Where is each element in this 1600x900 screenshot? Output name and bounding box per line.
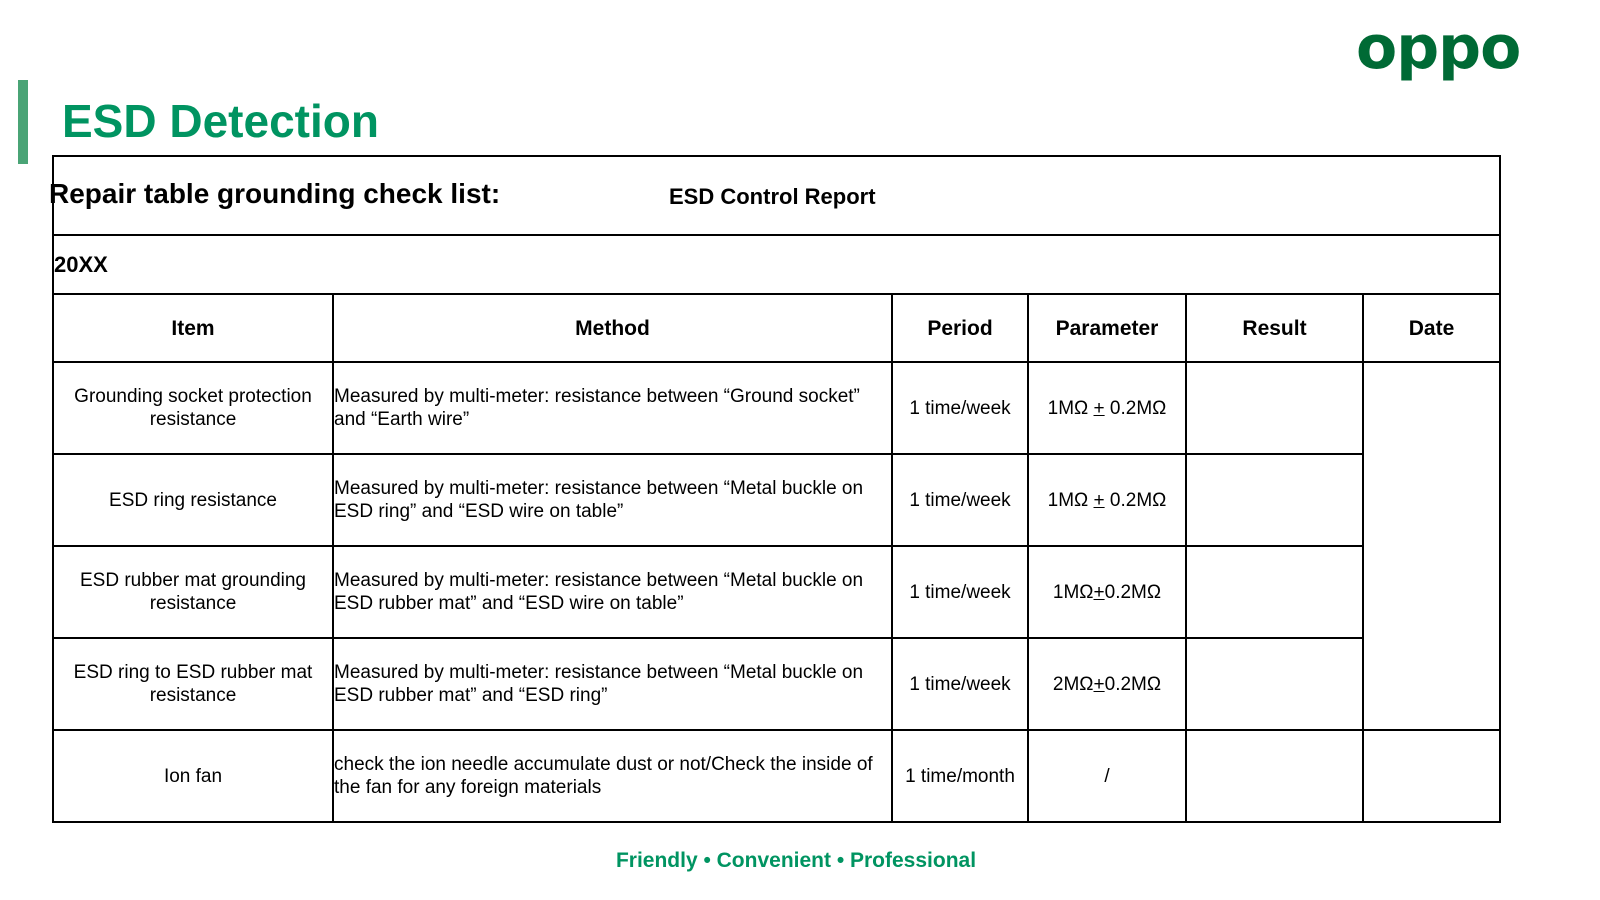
header-period: Period <box>891 293 1029 363</box>
checklist-subtitle: Repair table grounding check list: <box>49 178 501 209</box>
page-title: ESD Detection <box>62 95 379 147</box>
footer-slogan: Friendly • Convenient • Professional <box>615 849 977 872</box>
table-row: ESD ring resistance Measured by multi-me… <box>52 453 1500 547</box>
result-cell[interactable] <box>1185 453 1364 547</box>
result-cell[interactable] <box>1185 545 1364 639</box>
result-cell[interactable] <box>1185 637 1364 731</box>
parameter-cell: 1MΩ+0.2MΩ <box>1027 545 1187 639</box>
param-value: 2MΩ <box>1052 673 1094 695</box>
param-value: 1MΩ <box>1047 397 1094 419</box>
header-result: Result <box>1185 293 1364 363</box>
date-cell[interactable] <box>1361 361 1502 731</box>
param-value: 1MΩ <box>1047 489 1094 511</box>
header-parameter: Parameter <box>1027 293 1187 363</box>
result-cell[interactable] <box>1185 361 1364 455</box>
table-title-cell: Repair table grounding check list: ESD C… <box>49 155 1502 236</box>
oppo-logo: oppo <box>1356 13 1521 83</box>
param-value: / <box>1104 765 1110 787</box>
plus-minus-sign: + <box>1093 397 1105 419</box>
period-cell: 1 time/week <box>891 545 1029 639</box>
parameter-cell: / <box>1027 729 1187 823</box>
checklist-table: Repair table grounding check list: ESD C… <box>49 155 1502 823</box>
accent-bar <box>18 80 28 164</box>
item-cell: Ion fan <box>52 729 334 823</box>
method-cell: check the ion needle accumulate dust or … <box>332 729 893 823</box>
period-cell: 1 time/week <box>891 361 1029 455</box>
period-cell: 1 time/month <box>891 729 1029 823</box>
report-title: ESD Control Report <box>669 184 876 209</box>
header-row: Item Method Period Parameter Result Date <box>52 293 1502 363</box>
header-item: Item <box>52 293 334 363</box>
plus-minus-sign: + <box>1093 673 1105 695</box>
method-cell: Measured by multi-meter: resistance betw… <box>332 637 893 731</box>
period-cell: 1 time/week <box>891 453 1029 547</box>
param-tolerance: 0.2MΩ <box>1104 397 1167 419</box>
table-row: Grounding socket protection resistance M… <box>52 361 1502 731</box>
table-row: ESD rubber mat grounding resistance Meas… <box>52 545 1500 639</box>
method-cell: Measured by multi-meter: resistance betw… <box>332 545 893 639</box>
parameter-cell: 2MΩ+0.2MΩ <box>1027 637 1187 731</box>
date-cell[interactable] <box>1361 729 1502 823</box>
item-cell: ESD rubber mat grounding resistance <box>52 545 334 639</box>
parameter-cell: 1MΩ + 0.2MΩ <box>1027 361 1187 455</box>
item-cell: ESD ring resistance <box>52 453 334 547</box>
plus-minus-sign: + <box>1093 489 1105 511</box>
param-tolerance: 0.2MΩ <box>1104 581 1162 603</box>
period-cell: 1 time/week <box>891 637 1029 731</box>
header-method: Method <box>332 293 893 363</box>
param-value: 1MΩ <box>1052 581 1094 603</box>
table-row: Ion fan check the ion needle accumulate … <box>52 729 1502 823</box>
parameter-cell: 1MΩ + 0.2MΩ <box>1027 453 1187 547</box>
param-tolerance: 0.2MΩ <box>1104 489 1167 511</box>
result-cell[interactable] <box>1185 729 1364 823</box>
item-cell: ESD ring to ESD rubber mat resistance <box>52 637 334 731</box>
table-row: ESD ring to ESD rubber mat resistance Me… <box>52 637 1500 731</box>
header-date: Date <box>1361 293 1502 363</box>
method-cell: Measured by multi-meter: resistance betw… <box>332 361 893 455</box>
method-cell: Measured by multi-meter: resistance betw… <box>332 453 893 547</box>
param-tolerance: 0.2MΩ <box>1104 673 1162 695</box>
item-cell: Grounding socket protection resistance <box>52 361 334 455</box>
year-cell: 20XX <box>51 234 1502 295</box>
plus-minus-sign: + <box>1093 581 1105 603</box>
